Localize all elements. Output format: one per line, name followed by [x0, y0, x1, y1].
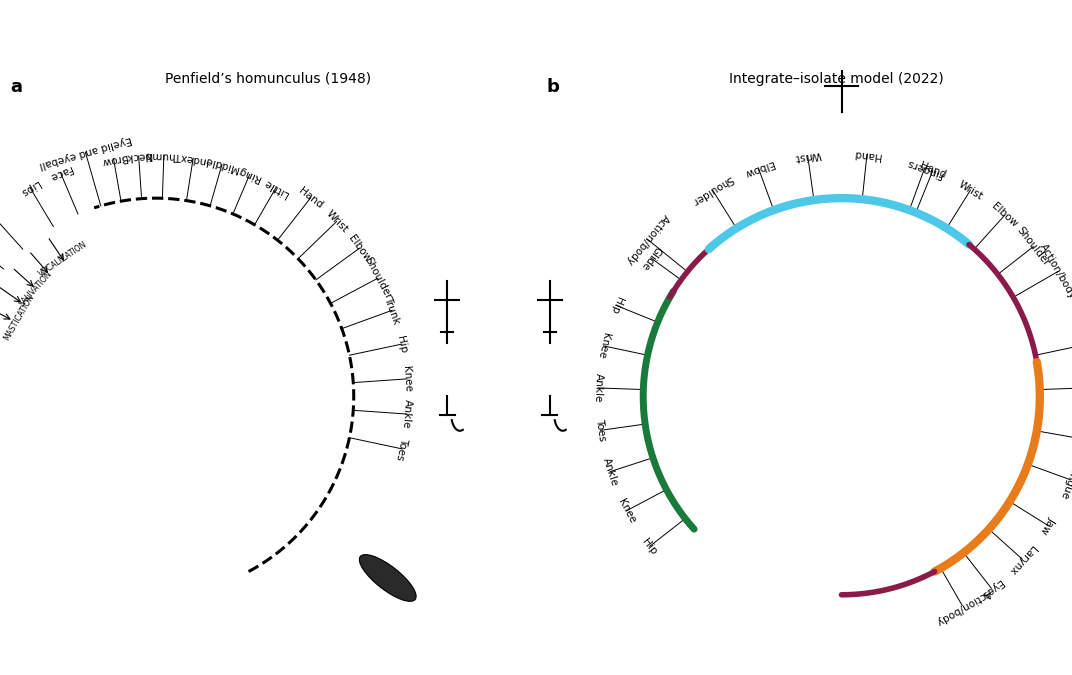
Text: Eyes: Eyes — [979, 576, 1004, 599]
Text: Hip: Hip — [640, 537, 659, 556]
Text: Middle: Middle — [204, 155, 240, 174]
Text: Face: Face — [47, 163, 73, 182]
Text: Jaw: Jaw — [1039, 515, 1057, 536]
Text: Tongue: Tongue — [1059, 460, 1072, 499]
Text: Ankle: Ankle — [593, 373, 604, 403]
Text: Index: Index — [178, 151, 208, 165]
Text: Little: Little — [263, 177, 289, 198]
Text: Eyelid and eyeball: Eyelid and eyeball — [39, 134, 133, 170]
Text: Glide: Glide — [639, 244, 662, 272]
Text: Elbow: Elbow — [742, 158, 775, 178]
Text: Trunk: Trunk — [383, 295, 402, 325]
Text: Hand: Hand — [853, 148, 881, 161]
Text: Action/body: Action/body — [1038, 242, 1072, 301]
Text: Action/body: Action/body — [624, 212, 671, 267]
Text: Hip: Hip — [396, 335, 408, 354]
Text: Neck: Neck — [125, 150, 152, 162]
Text: VOCALIZATION: VOCALIZATION — [36, 239, 88, 278]
Text: Hand: Hand — [297, 186, 325, 211]
Text: Hand: Hand — [918, 161, 948, 181]
Text: Shoulder: Shoulder — [690, 173, 735, 207]
Text: Knee: Knee — [616, 497, 637, 524]
Text: Lips: Lips — [18, 178, 42, 198]
Text: Fingers: Fingers — [906, 157, 944, 179]
Text: Knee: Knee — [401, 365, 413, 392]
Text: Knee: Knee — [596, 332, 611, 360]
Text: Integrate–isolate model (2022): Integrate–isolate model (2022) — [729, 72, 943, 86]
Text: Elbow: Elbow — [989, 202, 1019, 230]
Text: Ankle: Ankle — [401, 399, 413, 429]
Text: Penfield’s homunculus (1948): Penfield’s homunculus (1948) — [165, 72, 371, 86]
Text: SALIVATION: SALIVATION — [18, 269, 55, 308]
Text: Toes: Toes — [394, 437, 410, 461]
Text: Hip: Hip — [608, 296, 624, 315]
Text: Shoulder: Shoulder — [1015, 225, 1052, 268]
Text: Wrist: Wrist — [324, 209, 349, 234]
Text: Larynx: Larynx — [1007, 543, 1038, 576]
Text: Toes: Toes — [594, 418, 607, 442]
Text: Thumb: Thumb — [146, 150, 182, 161]
Text: Shoulder: Shoulder — [362, 255, 393, 301]
Text: Ankle: Ankle — [600, 456, 620, 487]
Text: b: b — [547, 78, 560, 96]
Text: a: a — [11, 78, 23, 96]
Text: Wrist: Wrist — [956, 179, 984, 201]
Text: Elbow: Elbow — [346, 233, 372, 264]
Text: Action/body: Action/body — [934, 587, 993, 627]
Text: Brow: Brow — [100, 152, 128, 166]
Text: Wrist: Wrist — [793, 148, 821, 162]
Ellipse shape — [359, 555, 416, 601]
Text: MASTICATION: MASTICATION — [2, 293, 35, 342]
Text: Ring: Ring — [237, 165, 263, 184]
